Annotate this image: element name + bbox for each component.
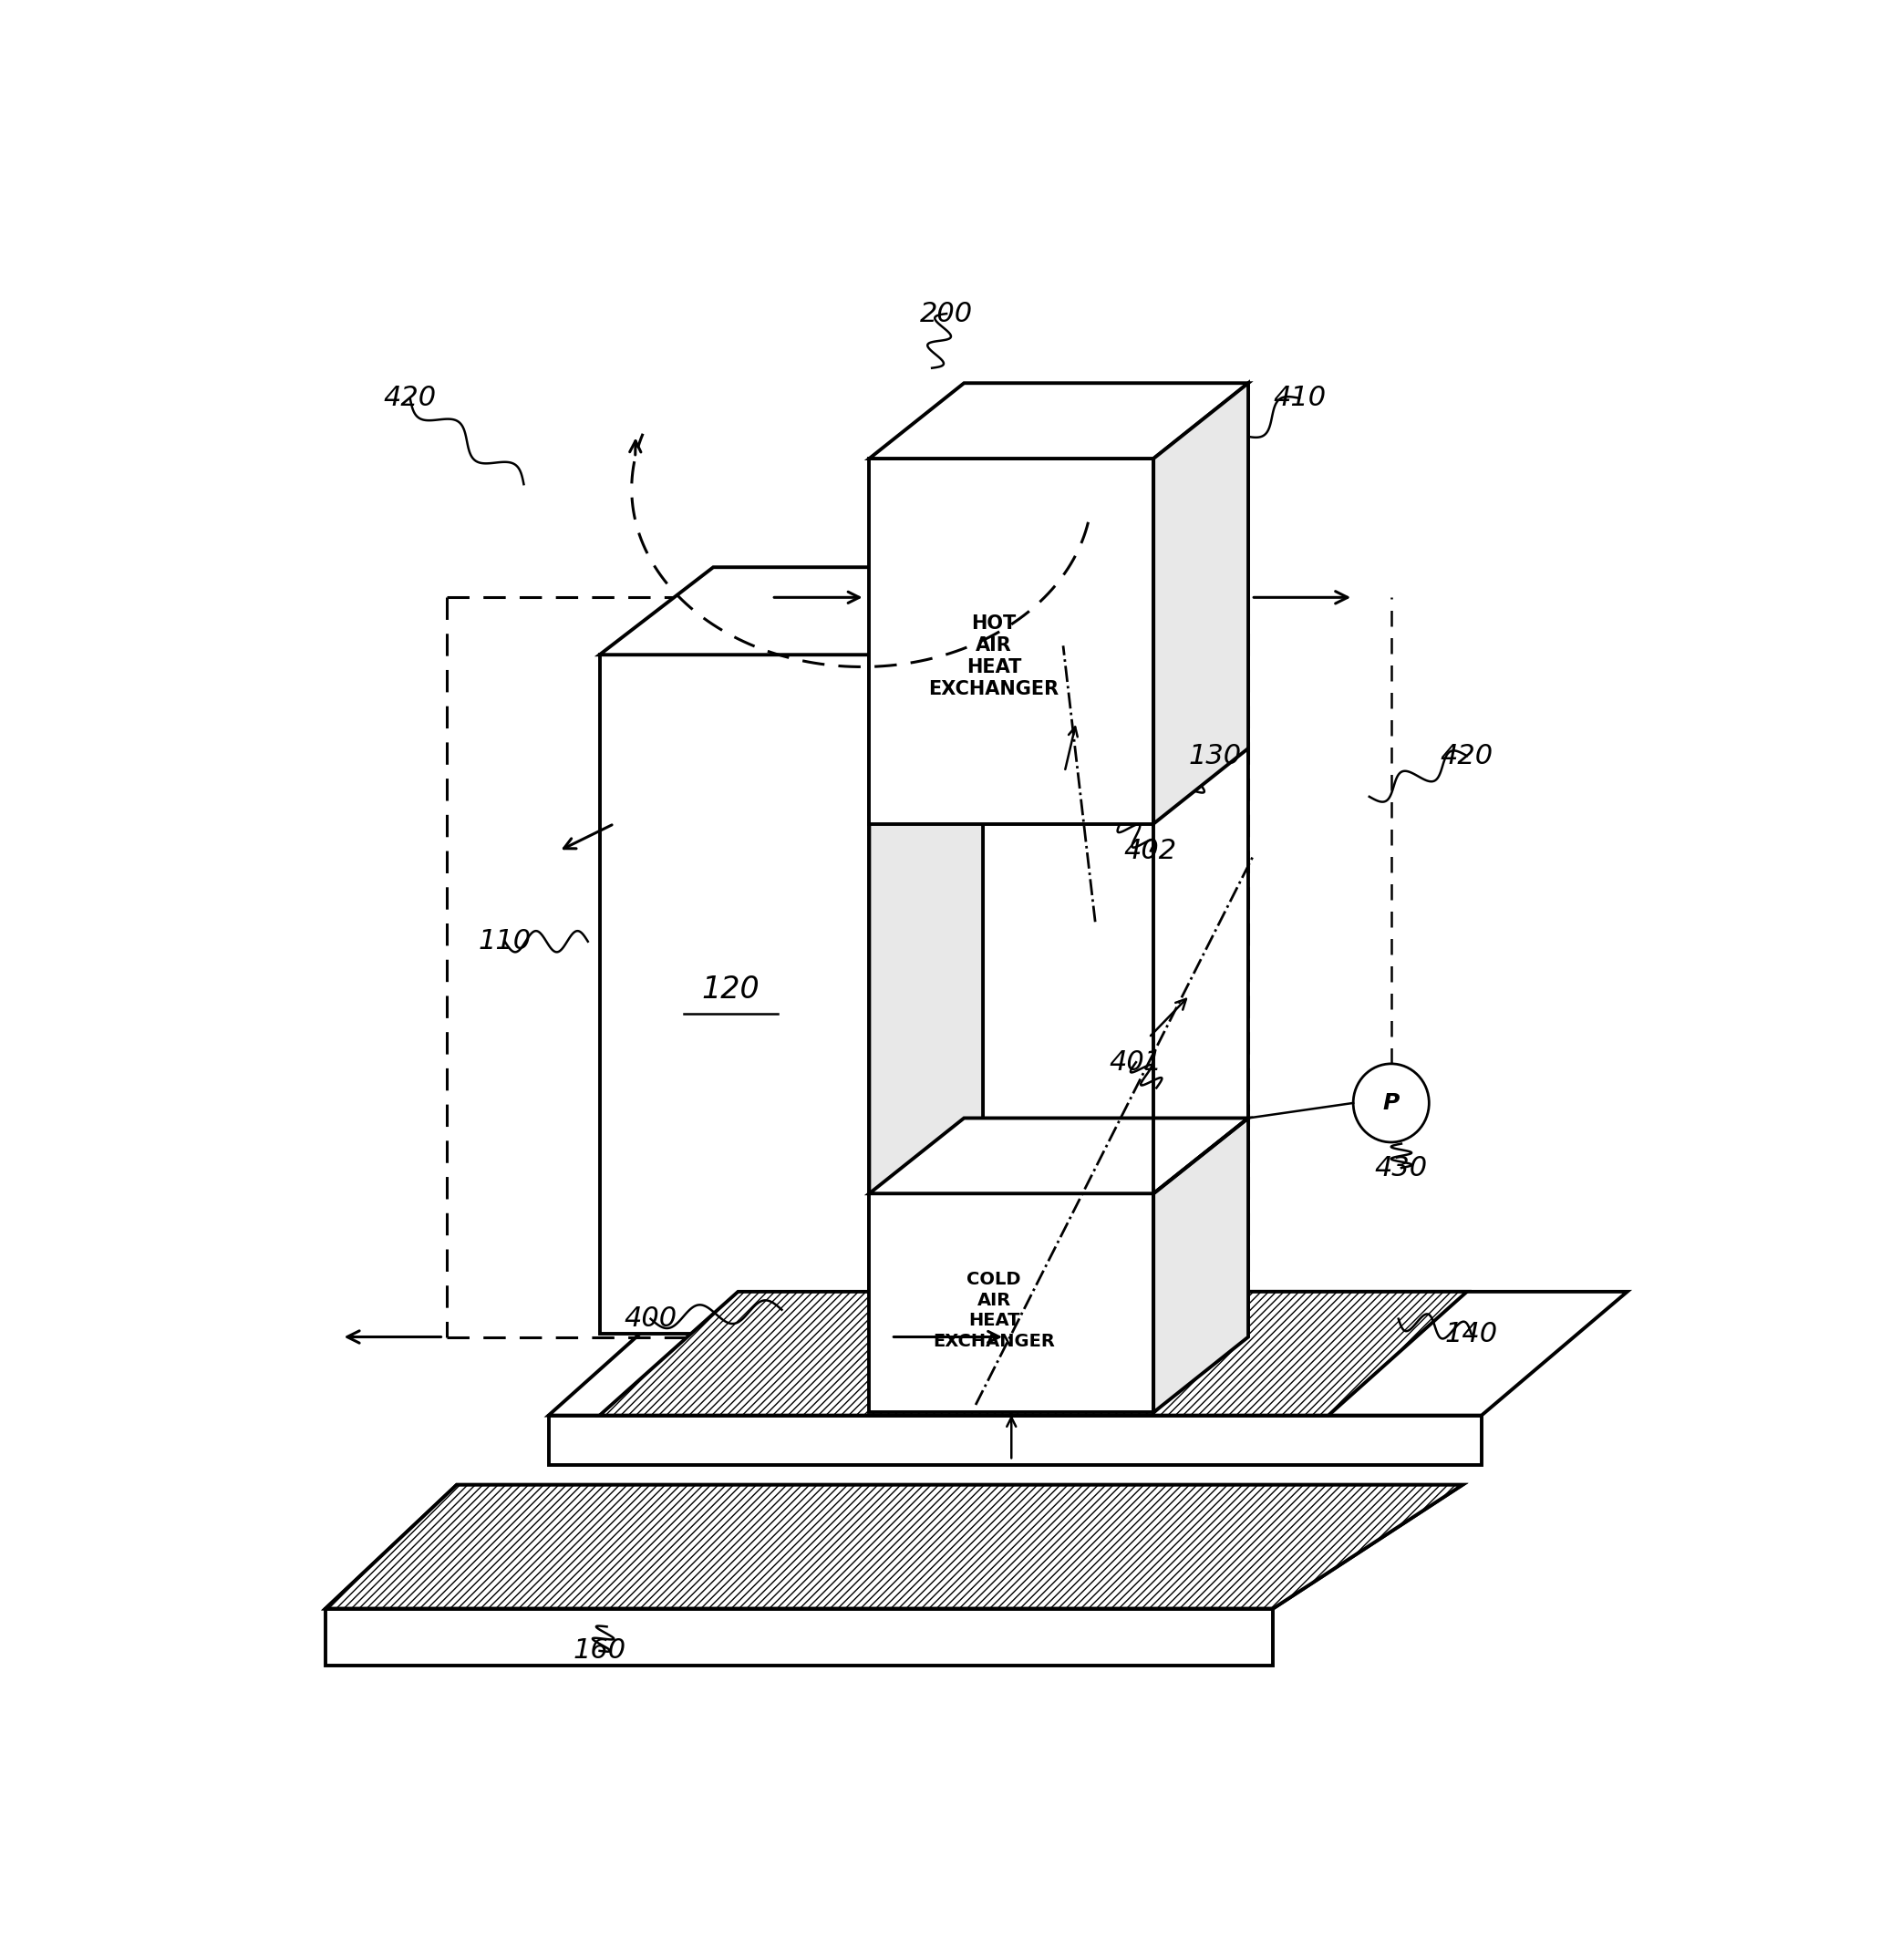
Text: 400: 400 (624, 1305, 677, 1333)
Polygon shape (600, 655, 869, 1335)
Text: 200: 200 (920, 300, 972, 327)
Polygon shape (1153, 1117, 1249, 1413)
Text: 401: 401 (1110, 1049, 1162, 1076)
Polygon shape (549, 1292, 1627, 1415)
Polygon shape (325, 1486, 1463, 1609)
Text: 140: 140 (1445, 1321, 1497, 1347)
Polygon shape (869, 566, 984, 1335)
Text: 410: 410 (1273, 384, 1326, 412)
Polygon shape (869, 1194, 1153, 1413)
Text: 402: 402 (1125, 837, 1178, 864)
Polygon shape (325, 1486, 1463, 1609)
Polygon shape (600, 566, 984, 655)
Text: 130: 130 (1189, 743, 1241, 768)
Polygon shape (549, 1415, 1482, 1466)
Text: HOT
AIR
HEAT
EXCHANGER: HOT AIR HEAT EXCHANGER (929, 613, 1059, 698)
Text: 120: 120 (702, 974, 760, 1005)
Polygon shape (325, 1609, 1273, 1666)
Text: COLD
AIR
HEAT
EXCHANGER: COLD AIR HEAT EXCHANGER (933, 1270, 1055, 1350)
Text: P: P (1383, 1092, 1399, 1113)
Polygon shape (869, 459, 1153, 823)
Text: 160: 160 (574, 1639, 626, 1664)
Text: 430: 430 (1375, 1154, 1428, 1182)
Text: 110: 110 (478, 929, 530, 955)
Polygon shape (869, 382, 1249, 459)
Text: 420: 420 (384, 384, 436, 412)
Text: 420: 420 (1441, 743, 1494, 768)
Polygon shape (1153, 382, 1249, 823)
Polygon shape (869, 1117, 1249, 1194)
Polygon shape (600, 1292, 1467, 1415)
